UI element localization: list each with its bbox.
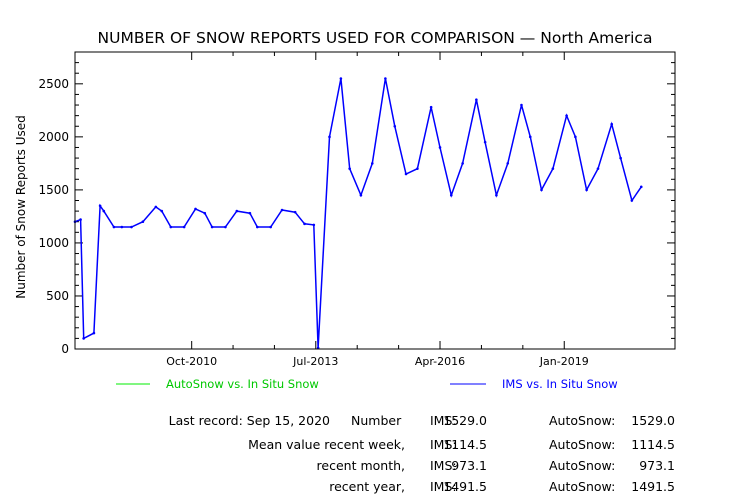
series-point-1-5	[102, 209, 106, 213]
stat-autosnow-year: 1491.5	[631, 479, 675, 494]
stat-recent-year-label: recent year,	[329, 479, 405, 494]
y-tick-label-1000: 1000	[38, 236, 69, 250]
series-point-1-1	[79, 218, 82, 221]
series-point-1-47	[551, 167, 555, 170]
series-point-1-50	[585, 188, 588, 192]
series-point-1-24	[303, 222, 306, 226]
series-point-1-55	[639, 185, 643, 189]
legend-label-ims: IMS vs. In Situ Snow	[502, 377, 618, 391]
y-tick-label-500: 500	[46, 289, 69, 303]
series-point-1-51	[596, 167, 600, 170]
series-point-1-48	[565, 114, 568, 117]
stat-ims-week: 1114.5	[443, 437, 487, 452]
series-point-1-22	[280, 208, 284, 212]
stat-autosnow-label-year: AutoSnow:	[549, 479, 616, 494]
stat-autosnow-label-month: AutoSnow:	[549, 458, 616, 473]
series-point-1-6	[112, 225, 116, 229]
series-point-1-43	[506, 162, 510, 165]
stat-ims-year: 1491.5	[443, 479, 487, 494]
series-point-1-14	[194, 207, 197, 211]
series-point-1-54	[630, 199, 634, 202]
stat-ims-month: 973.1	[451, 458, 487, 473]
series-layer	[73, 77, 643, 350]
series-point-1-31	[370, 162, 374, 165]
stat-ims-label-month: IMS:	[430, 458, 457, 473]
chart-title: NUMBER OF SNOW REPORTS USED FOR COMPARIS…	[98, 29, 653, 47]
series-point-1-52	[610, 122, 614, 126]
series-point-1-44	[520, 103, 523, 107]
series-point-1-3	[92, 331, 96, 335]
y-axis-label: Number of Snow Reports Used	[14, 115, 28, 298]
series-point-1-46	[540, 188, 543, 192]
chart-area: NUMBER OF SNOW REPORTS USED FOR COMPARIS…	[14, 29, 676, 385]
series-point-1-42	[495, 193, 498, 197]
stat-ims-label-year: IMS:	[430, 479, 457, 494]
series-point-1-49	[574, 135, 577, 139]
series-line-1	[74, 78, 642, 348]
x-axis-ticks: Oct-2010 Jul-2013 Apr-2016 Jan-2019	[166, 52, 589, 368]
stat-last-record: Last record: Sep 15, 2020	[168, 413, 330, 428]
y-tick-label-0: 0	[61, 342, 69, 356]
stat-recent-month-label: recent month,	[316, 458, 405, 473]
stat-autosnow-label-week: AutoSnow:	[549, 437, 616, 452]
series-point-1-45	[528, 135, 532, 139]
y-tick-label-2000: 2000	[38, 130, 69, 144]
series-point-1-37	[438, 146, 442, 149]
series-point-1-10	[154, 205, 158, 209]
series-point-1-32	[384, 77, 387, 80]
series-point-1-28	[339, 77, 343, 80]
series-point-1-19	[248, 211, 252, 215]
stat-number-label: Number	[351, 413, 402, 428]
x-tick-label-1: Jul-2013	[292, 355, 338, 368]
series-point-1-2	[82, 337, 85, 340]
series-point-1-23	[293, 210, 297, 214]
series-point-1-18	[235, 209, 239, 213]
stat-autosnow-number: 1529.0	[631, 413, 675, 428]
y-tick-label-1500: 1500	[38, 183, 69, 197]
series-point-1-4	[98, 204, 102, 208]
series-point-1-36	[429, 105, 433, 109]
x-tick-label-3: Jan-2019	[539, 355, 589, 368]
series-point-1-12	[169, 225, 173, 229]
series-point-1-35	[416, 167, 419, 170]
series-point-1-30	[359, 193, 363, 197]
series-point-1-8	[130, 225, 133, 229]
series-point-1-39	[461, 162, 464, 165]
stat-ims-number: 1529.0	[443, 413, 487, 428]
stat-ims-label-week: IMS:	[430, 437, 457, 452]
plot-frame	[74, 51, 676, 350]
series-point-1-11	[160, 209, 164, 213]
series-point-1-17	[224, 225, 227, 229]
x-tick-label-2: Apr-2016	[415, 355, 465, 368]
legend-label-autosnow: AutoSnow vs. In Situ Snow	[166, 377, 319, 391]
series-point-1-20	[256, 225, 259, 229]
x-tick-label-0: Oct-2010	[166, 355, 217, 368]
stat-autosnow-label-number: AutoSnow:	[549, 413, 616, 428]
series-point-1-40	[475, 98, 478, 102]
y-tick-label-2500: 2500	[38, 77, 69, 91]
y-axis-ticks: 0 500 1000 1500 2000 2500	[38, 62, 675, 356]
stat-autosnow-week: 1114.5	[631, 437, 675, 452]
series-point-1-33	[393, 124, 397, 128]
series-point-1-27	[328, 135, 331, 139]
series-point-1-16	[210, 225, 214, 229]
series-point-1-38	[449, 193, 453, 197]
series-point-1-25	[312, 223, 316, 227]
series-point-1-21	[269, 225, 272, 229]
stat-autosnow-month: 973.1	[639, 458, 675, 473]
series-point-1-34	[404, 172, 408, 176]
series-point-1-7	[120, 225, 124, 229]
series-point-1-53	[619, 156, 622, 160]
series-point-1-29	[348, 167, 351, 170]
series-point-1-9	[141, 220, 145, 224]
series-point-1-13	[182, 225, 186, 229]
stat-mean-week-label: Mean value recent week,	[248, 437, 405, 452]
series-point-1-15	[203, 211, 207, 215]
series-point-1-41	[483, 140, 487, 144]
stat-ims-label-number: IMS:	[430, 413, 457, 428]
